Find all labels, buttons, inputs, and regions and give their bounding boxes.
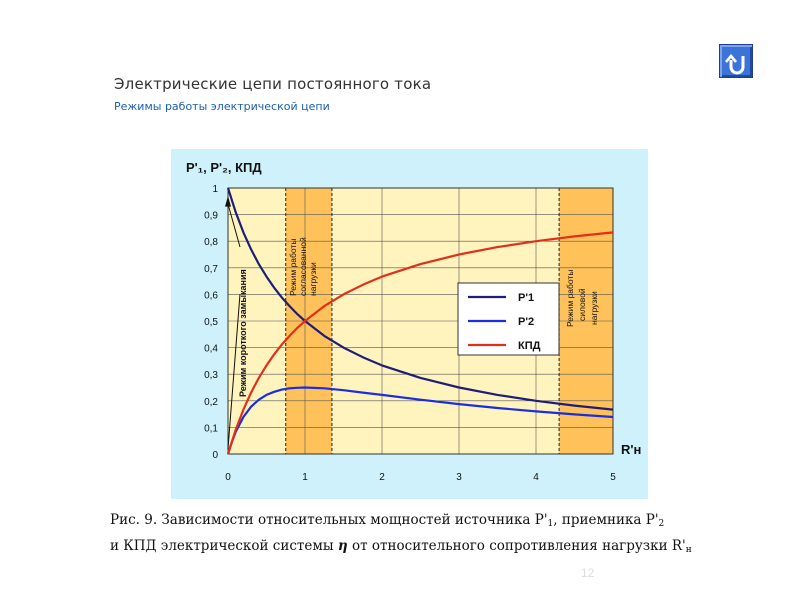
page-number: 12 bbox=[581, 566, 595, 580]
x-tick-label: 2 bbox=[379, 472, 385, 483]
caption-sub-1: 1 bbox=[547, 519, 554, 529]
region-label-matched-load: Режим работы bbox=[288, 239, 298, 296]
y-tick-label: 0,9 bbox=[204, 211, 218, 222]
y-tick-label: 0,1 bbox=[204, 423, 218, 434]
legend-label: КПД bbox=[518, 340, 541, 352]
legend-box bbox=[457, 282, 560, 356]
return-button[interactable] bbox=[719, 44, 753, 78]
series-line-3 bbox=[226, 231, 614, 455]
legend-label: P'1 bbox=[518, 292, 534, 304]
y-tick-label: 0 bbox=[212, 450, 218, 461]
x-tick-label: 1 bbox=[302, 472, 308, 483]
series-line-2 bbox=[226, 386, 614, 455]
x-tick-label: 4 bbox=[533, 472, 539, 483]
caption-sub-2: 2 bbox=[658, 519, 665, 529]
x-tick-label: 5 bbox=[610, 472, 616, 483]
region-label-power-load: силовой bbox=[577, 288, 587, 321]
chart: 0 0,1 0,2 0,3 0,4 0,5 0,6 0,7 0,8 0,9 1 0 1 2 3 4 5 P'₁, … bbox=[171, 149, 648, 499]
caption-text-2: , приемника P' bbox=[553, 512, 659, 528]
u-turn-return-icon bbox=[725, 53, 745, 75]
figure-caption: Рис. 9. Зависимости относительных мощнос… bbox=[110, 509, 770, 561]
annotation-arrow-line bbox=[227, 203, 241, 248]
region-label-matched-load: нагрузки bbox=[308, 262, 318, 296]
x-tick-label: 0 bbox=[225, 472, 231, 483]
region-label-power-load: Режим работы bbox=[565, 270, 575, 327]
page-subtitle: Режимы работы электрической цепи bbox=[114, 100, 330, 113]
region-label-short-circuit: Режим короткого замыкания bbox=[238, 269, 248, 397]
y-tick-label: 0,7 bbox=[204, 264, 218, 275]
y-tick-label: 0,5 bbox=[204, 317, 218, 328]
annotation-arrow-line bbox=[227, 293, 241, 449]
y-tick-label: 0,2 bbox=[204, 397, 218, 408]
legend-label: P'2 bbox=[518, 316, 534, 328]
y-tick-label: 1 bbox=[212, 184, 218, 195]
y-tick-label: 0,3 bbox=[204, 370, 218, 381]
caption-text-4: от относительного сопротивления нагрузки… bbox=[347, 538, 686, 554]
y-tick-label: 0,6 bbox=[204, 290, 218, 301]
x-axis-label: R'н bbox=[621, 442, 641, 457]
x-tick-label: 3 bbox=[456, 472, 462, 483]
y-tick-label: 0,4 bbox=[204, 344, 218, 355]
annotation-arrowhead bbox=[225, 195, 231, 207]
caption-text-3: и КПД электрической системы bbox=[110, 538, 338, 554]
caption-eta: η bbox=[337, 538, 348, 554]
y-tick-label: 0,8 bbox=[204, 237, 218, 248]
caption-text-1: Рис. 9. Зависимости относительных мощнос… bbox=[110, 512, 548, 528]
page-title: Электрические цепи постоянного тока bbox=[114, 75, 432, 93]
region-label-power-load: нагрузки bbox=[589, 291, 599, 325]
y-axis-label: P'₁, P'₂, КПД bbox=[186, 160, 262, 175]
region-label-matched-load: согласованной bbox=[298, 237, 308, 296]
plot-frame bbox=[227, 187, 614, 455]
caption-sub-3: н bbox=[685, 545, 692, 555]
chart-svg: 0 0,1 0,2 0,3 0,4 0,5 0,6 0,7 0,8 0,9 1 0 1 2 3 4 5 P'₁, … bbox=[171, 149, 648, 499]
